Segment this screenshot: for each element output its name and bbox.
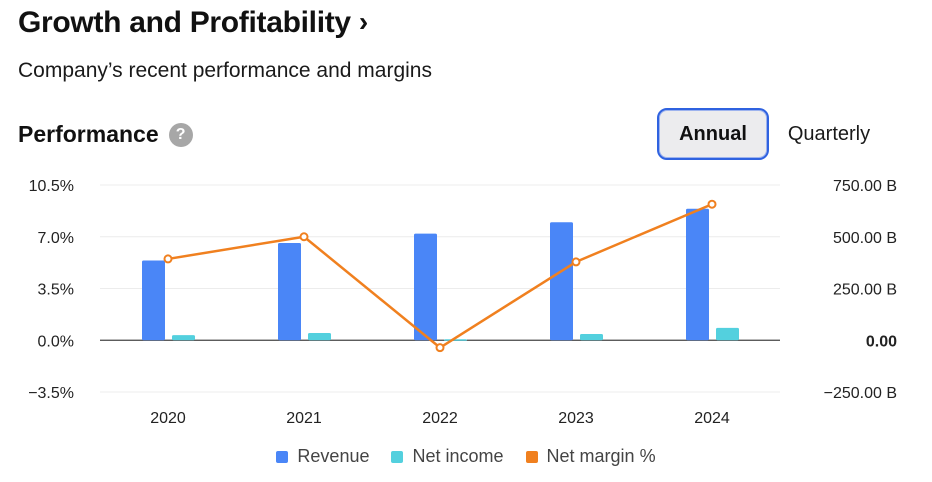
x-tick-label: 2024 bbox=[694, 410, 730, 427]
legend-net-margin[interactable]: Net margin % bbox=[525, 446, 656, 467]
right-tick-label: −250.00 B bbox=[824, 385, 897, 402]
net-margin-point bbox=[435, 343, 445, 353]
net-margin-point bbox=[707, 199, 717, 209]
x-tick-label: 2020 bbox=[150, 410, 186, 427]
x-tick-label: 2021 bbox=[286, 410, 322, 427]
chart-legend: Revenue Net income Net margin % bbox=[0, 446, 932, 467]
page-subtitle: Company’s recent performance and margins bbox=[18, 59, 432, 82]
net-margin-swatch bbox=[525, 450, 538, 463]
legend-net-income-label: Net income bbox=[412, 446, 504, 466]
help-icon[interactable]: ? bbox=[168, 122, 193, 147]
right-tick-label: 750.00 B bbox=[833, 178, 897, 195]
right-tick-label: 250.00 B bbox=[833, 282, 897, 299]
left-tick-label: 10.5% bbox=[29, 178, 74, 195]
net-income-bar bbox=[172, 335, 195, 341]
legend-revenue-label: Revenue bbox=[297, 446, 370, 466]
right-tick-label: 0.00 bbox=[866, 333, 897, 350]
net-margin-point bbox=[299, 232, 309, 242]
performance-heading: Performance bbox=[18, 121, 159, 147]
right-tick-label: 500.00 B bbox=[833, 230, 897, 247]
revenue-bar bbox=[142, 260, 165, 341]
left-tick-label: 0.0% bbox=[38, 333, 74, 350]
x-tick-label: 2023 bbox=[558, 410, 594, 427]
left-tick-label: 7.0% bbox=[38, 230, 74, 247]
period-toggle: Annual Quarterly bbox=[657, 108, 885, 160]
revenue-bar bbox=[278, 242, 301, 341]
revenue-bar bbox=[686, 208, 709, 341]
net-margin-line bbox=[167, 203, 713, 349]
net-income-swatch bbox=[391, 450, 404, 463]
section-title-link[interactable]: Growth and Profitability › bbox=[18, 6, 368, 40]
revenue-bar bbox=[414, 233, 437, 341]
revenue-swatch bbox=[276, 450, 289, 463]
net-margin-point bbox=[571, 257, 581, 267]
x-tick-label: 2022 bbox=[422, 410, 458, 427]
quarterly-button[interactable]: Quarterly bbox=[787, 122, 871, 145]
net-margin-point bbox=[163, 254, 173, 264]
revenue-bar bbox=[550, 222, 573, 341]
left-tick-label: 3.5% bbox=[38, 282, 74, 299]
left-tick-label: −3.5% bbox=[28, 385, 74, 402]
net-income-bar bbox=[580, 334, 603, 341]
chevron-right-icon: › bbox=[358, 6, 369, 37]
legend-net-income[interactable]: Net income bbox=[391, 446, 504, 467]
legend-net-margin-label: Net margin % bbox=[546, 446, 656, 466]
net-income-bar bbox=[716, 327, 739, 341]
annual-button[interactable]: Annual bbox=[657, 108, 769, 160]
net-income-bar bbox=[444, 339, 467, 341]
net-income-bar bbox=[308, 333, 331, 341]
legend-revenue[interactable]: Revenue bbox=[276, 446, 369, 467]
page-title: Growth and Profitability bbox=[18, 6, 351, 39]
